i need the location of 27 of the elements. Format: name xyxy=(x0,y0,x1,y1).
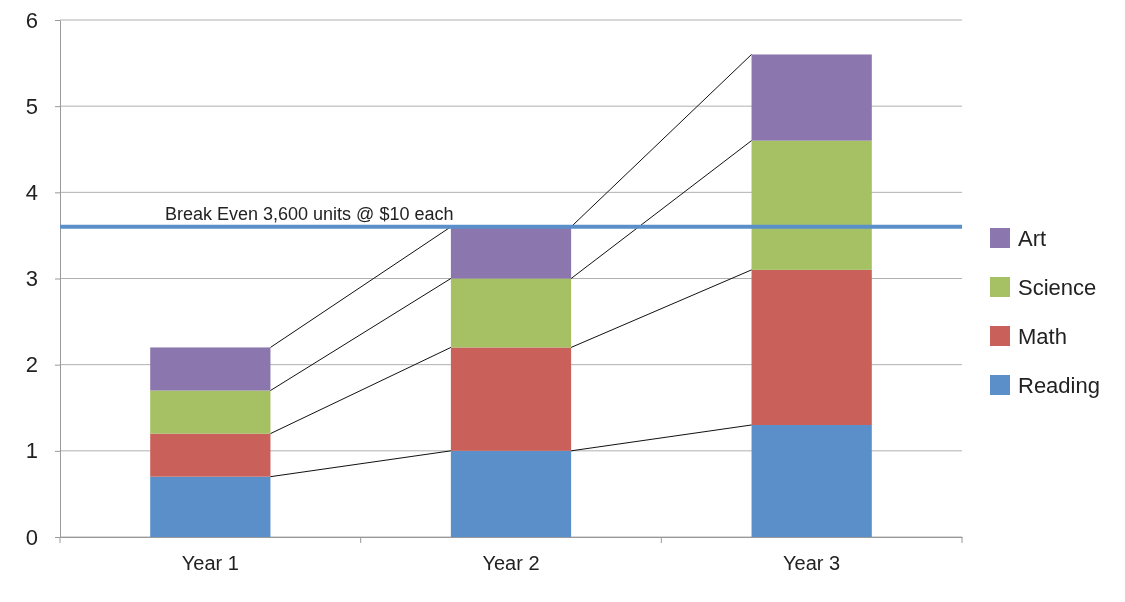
legend-label: Math xyxy=(1018,324,1067,349)
y-tick-label: 6 xyxy=(25,7,38,33)
y-tick-label: 5 xyxy=(25,93,38,119)
bar xyxy=(751,140,872,270)
legend-label: Science xyxy=(1018,275,1097,300)
legend-label: Art xyxy=(1018,226,1047,251)
bar xyxy=(150,433,271,477)
legend-label: Reading xyxy=(1018,373,1100,398)
bar xyxy=(450,347,572,451)
x-tick-label: Year 1 xyxy=(181,552,239,574)
y-tick-label: 4 xyxy=(25,179,38,205)
ref-line-label: Break Even 3,600 units @ $10 each xyxy=(165,203,454,224)
bar xyxy=(751,424,872,537)
y-tick-label: 3 xyxy=(25,266,38,292)
y-tick-label: 0 xyxy=(25,524,38,550)
y-tick-label: 2 xyxy=(25,352,38,378)
bar xyxy=(450,226,572,279)
bar xyxy=(150,347,271,391)
x-tick-label: Year 2 xyxy=(482,552,540,574)
bar xyxy=(450,278,572,348)
bar xyxy=(150,390,271,434)
bar xyxy=(150,476,271,537)
bar xyxy=(751,54,872,141)
bar xyxy=(450,450,572,537)
y-tick-label: 1 xyxy=(25,438,38,464)
bar xyxy=(751,269,872,425)
x-tick-label: Year 3 xyxy=(783,552,841,574)
